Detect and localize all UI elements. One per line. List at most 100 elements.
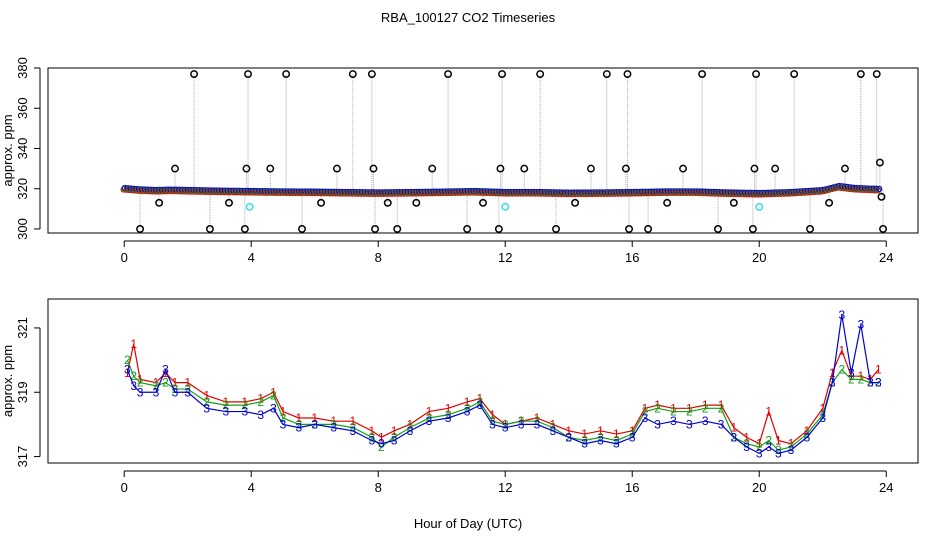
series-3-point-label: 3 bbox=[464, 405, 471, 419]
series-1-point-label: 1 bbox=[875, 363, 882, 377]
top-baseline-point bbox=[672, 189, 679, 197]
top-outlier-point bbox=[367, 70, 376, 78]
top-baseline-point bbox=[583, 190, 590, 198]
top-baseline-point bbox=[646, 190, 653, 197]
series-1-point-label: 1 bbox=[819, 401, 826, 415]
top-x-tick-label: 24 bbox=[879, 250, 893, 265]
top-baseline-point bbox=[140, 188, 147, 195]
top-baseline-point bbox=[126, 186, 133, 194]
top-baseline-point bbox=[523, 190, 530, 197]
top-x-tick-label: 16 bbox=[625, 250, 639, 265]
top-baseline-point bbox=[391, 190, 399, 197]
top-baseline-point bbox=[411, 190, 419, 197]
top-cyan-point bbox=[755, 202, 764, 211]
top-baseline-point bbox=[552, 190, 559, 198]
top-baseline-point bbox=[194, 188, 202, 195]
series-3-point-label: 3 bbox=[597, 433, 604, 447]
top-baseline-point bbox=[497, 190, 504, 197]
top-baseline-point bbox=[857, 186, 864, 193]
top-outlier-point bbox=[412, 198, 421, 207]
top-baseline-point bbox=[640, 190, 647, 197]
top-baseline-point bbox=[600, 190, 607, 198]
top-baseline-point bbox=[566, 191, 573, 198]
top-outlier-point bbox=[371, 225, 379, 233]
top-baseline-point bbox=[577, 190, 584, 198]
top-outlier-point bbox=[621, 164, 630, 173]
bottom-x-tick-label: 0 bbox=[121, 480, 128, 495]
series-3-point-label: 3 bbox=[330, 421, 337, 435]
top-baseline-point bbox=[137, 187, 144, 195]
top-baseline-point bbox=[560, 190, 567, 198]
top-baseline-point bbox=[529, 190, 536, 197]
series-1-point-label: 1 bbox=[534, 411, 541, 425]
top-outlier-point bbox=[393, 225, 402, 233]
series-2-point-label: 2 bbox=[476, 395, 483, 409]
series-2-line bbox=[126, 359, 879, 451]
top-baseline-point bbox=[752, 191, 759, 198]
top-x-tick-label: 20 bbox=[752, 250, 766, 265]
series-1-point-label: 1 bbox=[222, 395, 229, 409]
top-baseline-point bbox=[874, 187, 882, 194]
series-1-point-label: 1 bbox=[184, 376, 191, 390]
top-baseline-point bbox=[543, 190, 550, 197]
bottom-y-axis-label: approx. ppm bbox=[0, 345, 15, 417]
series-3-point-label: 3 bbox=[743, 440, 750, 454]
top-baseline-point bbox=[854, 186, 862, 193]
top-baseline-point bbox=[532, 190, 539, 197]
top-outlier-point bbox=[806, 225, 814, 233]
top-baseline-point bbox=[146, 188, 153, 195]
series-2-point-label: 2 bbox=[858, 372, 865, 386]
top-baseline-point bbox=[246, 189, 253, 196]
top-baseline-point bbox=[286, 189, 293, 197]
top-baseline-point bbox=[374, 190, 382, 198]
top-baseline-point bbox=[329, 190, 336, 197]
top-outlier-point bbox=[369, 164, 378, 173]
series-1-point-label: 1 bbox=[838, 343, 845, 357]
top-baseline-point bbox=[689, 189, 696, 197]
top-baseline-point bbox=[686, 189, 693, 197]
top-y-tick-label: 360 bbox=[15, 97, 30, 119]
series-2-point-label: 2 bbox=[124, 353, 131, 367]
top-baseline-point bbox=[677, 189, 684, 197]
top-baseline-point bbox=[860, 186, 867, 194]
top-baseline-point bbox=[852, 186, 859, 193]
top-baseline-point bbox=[303, 190, 310, 197]
series-1-point-label: 1 bbox=[330, 414, 337, 428]
top-baseline-point bbox=[289, 189, 296, 197]
top-outlier-point bbox=[571, 198, 580, 207]
top-baseline-point bbox=[674, 189, 682, 197]
series-2-point-label: 2 bbox=[838, 363, 845, 377]
top-baseline-point bbox=[226, 189, 233, 196]
top-outlier-point bbox=[190, 70, 199, 78]
series-3-point-label: 3 bbox=[613, 437, 620, 451]
top-baseline-point bbox=[514, 190, 522, 197]
series-3-point-label: 3 bbox=[829, 376, 836, 390]
series-1-point-label: 1 bbox=[867, 372, 874, 386]
series-2-point-label: 2 bbox=[534, 414, 541, 428]
top-baseline-point bbox=[166, 188, 173, 195]
top-baseline-point bbox=[277, 189, 284, 197]
top-baseline-point bbox=[606, 190, 613, 197]
top-baseline-point bbox=[840, 185, 847, 192]
top-baseline-point bbox=[217, 189, 224, 196]
top-cyan-point bbox=[501, 202, 510, 211]
top-baseline-point bbox=[243, 189, 250, 196]
top-baseline-point bbox=[697, 190, 704, 197]
series-3-point-label: 3 bbox=[124, 363, 131, 377]
top-baseline-point bbox=[654, 189, 662, 197]
top-outlier-point bbox=[625, 225, 634, 233]
top-baseline-point bbox=[866, 187, 873, 194]
series-1-point-label: 1 bbox=[686, 401, 693, 415]
top-baseline-point bbox=[417, 190, 424, 197]
top-outlier-point bbox=[205, 225, 214, 233]
series-2-point-label: 2 bbox=[242, 398, 249, 412]
series-1-point-label: 1 bbox=[153, 376, 160, 390]
top-outlier-point bbox=[240, 225, 249, 233]
top-baseline-point bbox=[875, 186, 882, 193]
series-3-point-label: 3 bbox=[804, 430, 811, 444]
top-baseline-point bbox=[191, 188, 199, 195]
top-marks-layer bbox=[120, 70, 888, 233]
top-outlier-point bbox=[714, 225, 722, 233]
top-baseline-point bbox=[429, 190, 436, 197]
top-baseline-point bbox=[314, 190, 322, 197]
